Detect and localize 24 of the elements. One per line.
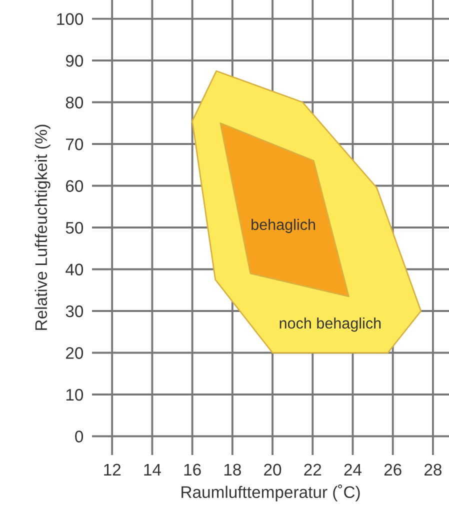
x-tick-label: 26 — [384, 464, 402, 476]
y-tick-label: 90 — [66, 54, 84, 67]
series-label: behaglich — [252, 218, 316, 234]
y-tick-label: 100 — [57, 13, 84, 25]
y-tick-label: 50 — [66, 222, 84, 234]
series-label: noch behaglich — [280, 317, 381, 332]
x-tick-label: 12 — [104, 464, 121, 476]
y-tick-label: 0 — [75, 430, 84, 442]
x-tick-label: 20 — [264, 464, 282, 476]
y-tick-label: 80 — [66, 96, 84, 108]
x-tick-label: 28 — [424, 464, 442, 476]
y-axis-title: Relative Luftfeuchtigkeit (%) — [34, 124, 50, 330]
y-tick-label: 20 — [66, 347, 84, 359]
y-tick-label: 10 — [66, 388, 84, 401]
x-tick-label: 24 — [344, 464, 362, 476]
x-tick-label: 16 — [184, 464, 201, 476]
x-tick-label: 14 — [144, 464, 161, 476]
x-axis-title: Raumlufttemperatur (˚C) — [182, 484, 360, 502]
y-tick-label: 60 — [66, 180, 84, 192]
x-tick-label: 18 — [224, 464, 241, 476]
y-tick-label: 40 — [66, 264, 84, 276]
y-tick-label: 30 — [66, 305, 84, 318]
y-tick-label: 70 — [66, 138, 84, 150]
x-tick-label: 22 — [304, 464, 322, 476]
